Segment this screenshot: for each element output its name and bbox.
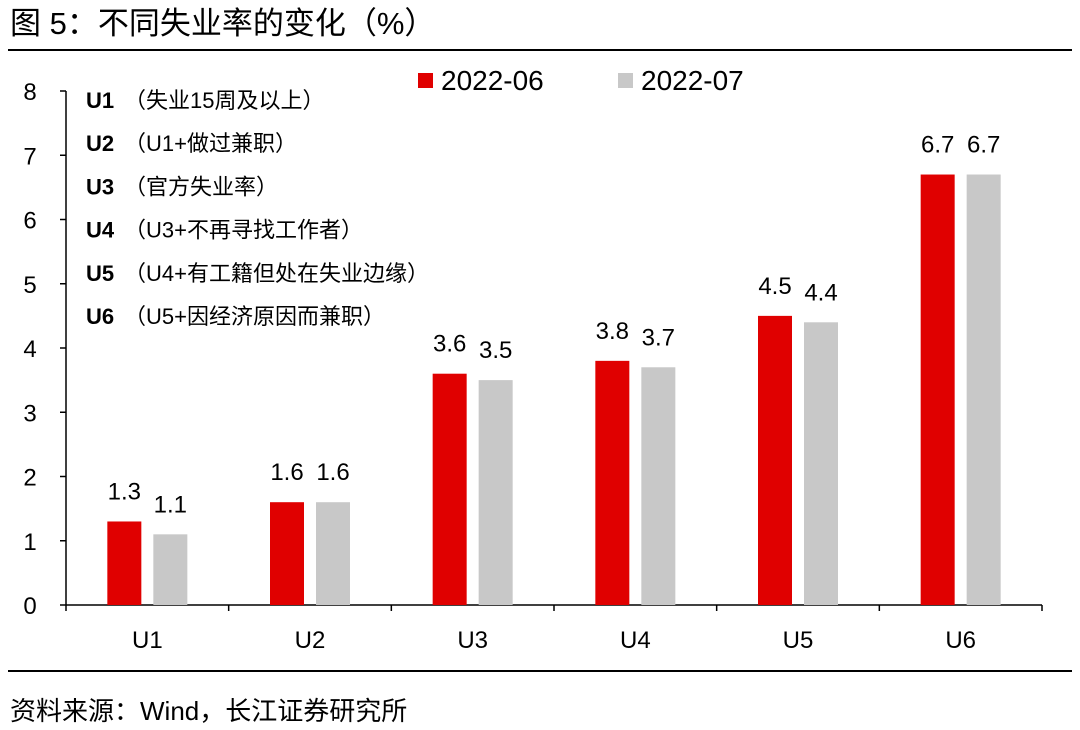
x-tick-label: U4 — [620, 627, 651, 654]
data-label: 6.7 — [967, 132, 1000, 159]
y-tick-label: 2 — [23, 465, 36, 492]
definition-code: U1 — [86, 88, 114, 113]
x-tick-label: U2 — [295, 627, 326, 654]
data-label: 1.1 — [154, 491, 187, 518]
y-tick-label: 1 — [23, 529, 36, 556]
definition-text: （U5+因经济原因而兼职） — [124, 304, 385, 329]
bar-2022-06-U3 — [432, 373, 467, 605]
bar-2022-07-U5 — [804, 322, 838, 605]
definition-code: U6 — [86, 304, 114, 329]
definition-code: U5 — [86, 261, 114, 286]
bar-2022-07-U6 — [966, 174, 1001, 605]
definition-code: U4 — [86, 218, 115, 243]
definition-text: （失业15周及以上） — [124, 88, 324, 113]
source-note: 资料来源：Wind，长江证券研究所 — [10, 696, 408, 726]
data-label: 4.5 — [758, 273, 791, 300]
data-label: 3.8 — [596, 318, 629, 345]
y-tick-label: 3 — [23, 400, 36, 427]
bar-2022-06-U1 — [107, 521, 142, 605]
bar-2022-07-U3 — [478, 380, 513, 605]
data-label: 1.6 — [270, 459, 303, 486]
definition-code: U2 — [86, 131, 114, 156]
definition-text: （官方失业率） — [124, 174, 278, 199]
data-label: 4.4 — [804, 279, 837, 306]
bar-2022-06-U2 — [270, 502, 304, 605]
definition-text: （U3+不再寻找工作者） — [124, 218, 363, 243]
y-tick-label: 8 — [23, 79, 36, 106]
top-rule — [8, 49, 1072, 51]
x-tick-label: U5 — [783, 627, 814, 654]
data-label: 3.5 — [479, 337, 512, 364]
y-tick-label: 6 — [23, 208, 36, 235]
bar-2022-07-U2 — [316, 502, 350, 605]
data-label: 1.3 — [108, 478, 141, 505]
definition-code: U3 — [86, 174, 114, 199]
legend-swatch-2022-06 — [418, 73, 433, 88]
y-tick-label: 5 — [23, 272, 36, 299]
bar-2022-06-U6 — [920, 174, 955, 605]
x-tick-label: U3 — [457, 627, 488, 654]
data-label: 6.7 — [921, 132, 954, 159]
bar-2022-07-U4 — [641, 367, 676, 605]
definition-text: （U1+做过兼职） — [124, 131, 297, 156]
y-tick-label: 7 — [23, 143, 36, 170]
bar-2022-06-U4 — [595, 360, 630, 605]
data-label: 3.7 — [642, 324, 675, 351]
bar-2022-07-U1 — [153, 534, 188, 605]
bar-2022-06-U5 — [758, 315, 792, 605]
legend-label: 2022-06 — [441, 65, 544, 96]
x-tick-label: U1 — [132, 627, 163, 654]
y-tick-label: 0 — [23, 593, 36, 620]
y-tick-label: 4 — [23, 336, 36, 363]
legend-swatch-2022-07 — [618, 73, 633, 88]
figure-title: 图 5：不同失业率的变化（%） — [10, 6, 436, 41]
bottom-rule — [8, 670, 1072, 672]
data-label: 3.6 — [433, 331, 466, 358]
legend-label: 2022-07 — [641, 65, 744, 96]
definition-text: （U4+有工籍但处在失业边缘） — [124, 261, 429, 286]
x-tick-label: U6 — [945, 627, 976, 654]
data-label: 1.6 — [316, 459, 349, 486]
